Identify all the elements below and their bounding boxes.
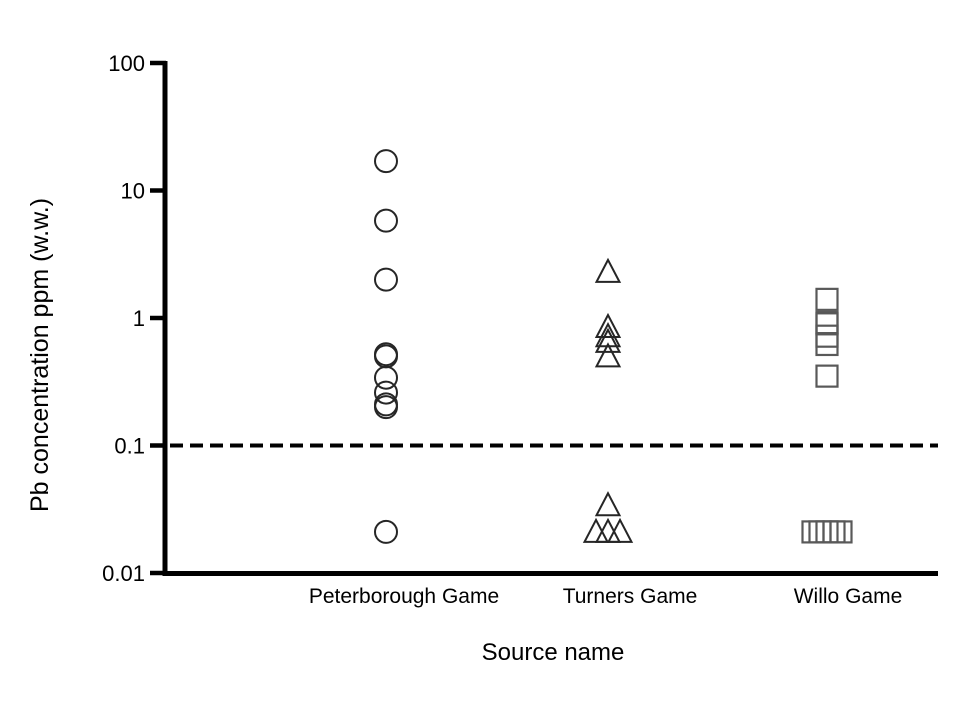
y-tick-label: 1 <box>133 306 145 331</box>
category-label: Peterborough Game <box>309 585 499 608</box>
circle-marker <box>374 267 398 292</box>
axes <box>162 61 938 576</box>
y-tick-label: 10 <box>121 179 145 204</box>
triangle-marker <box>606 517 634 543</box>
circle-marker <box>374 519 398 544</box>
circle-marker <box>374 380 398 405</box>
square-marker <box>822 520 846 544</box>
square-marker <box>808 520 832 544</box>
category-label: Turners Game <box>563 585 698 608</box>
square-marker <box>815 324 839 348</box>
triangle-marker <box>594 327 622 353</box>
category-label: Willo Game <box>794 585 903 608</box>
data-points <box>374 149 853 544</box>
y-tick-label: 0.01 <box>102 561 145 586</box>
triangle-marker <box>594 517 622 543</box>
square-marker <box>815 312 839 336</box>
triangle-marker <box>594 491 622 517</box>
circle-marker <box>374 344 398 369</box>
triangle-marker <box>594 312 622 338</box>
triangle-marker <box>582 517 610 543</box>
circle-marker <box>374 208 398 233</box>
square-marker <box>815 332 839 357</box>
y-axis-title: Pb concentration ppm (w.w.) <box>26 198 54 512</box>
circle-marker <box>374 395 398 420</box>
square-marker <box>801 520 825 544</box>
circle-marker <box>374 342 398 367</box>
triangle-marker <box>594 257 622 283</box>
triangle-marker <box>594 342 622 368</box>
x-axis-category-labels: Peterborough Game Turners Game Willo Game <box>309 585 902 608</box>
square-marker <box>815 520 839 544</box>
y-axis-ticks: 100 10 1 0.1 0.01 <box>102 51 166 586</box>
square-marker <box>815 311 839 335</box>
square-marker <box>815 364 839 388</box>
y-tick-label: 0.1 <box>114 434 145 459</box>
y-tick-label: 100 <box>108 51 145 76</box>
circle-marker <box>374 149 398 174</box>
x-axis-title: Source name <box>482 639 625 666</box>
square-marker <box>815 287 839 311</box>
square-marker <box>829 520 853 544</box>
circle-marker <box>374 365 398 390</box>
